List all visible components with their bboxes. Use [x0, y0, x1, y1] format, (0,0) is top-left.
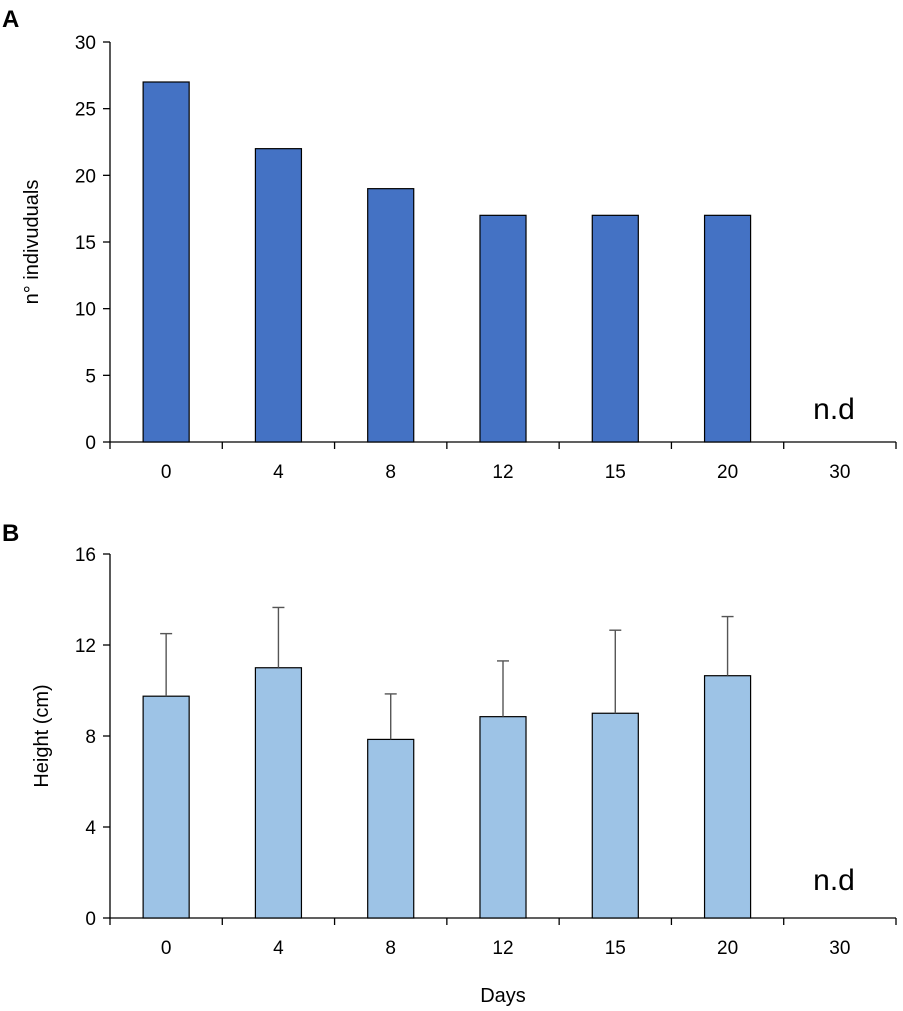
y-axis-title: Height (cm): [31, 684, 53, 787]
panel-letter: B: [2, 520, 19, 547]
bar: [703, 675, 752, 919]
bar: [142, 695, 190, 919]
y-tick-label: 12: [75, 636, 96, 657]
panel-letter: A: [2, 6, 19, 33]
x-tick-label: 20: [717, 462, 738, 483]
y-tick-label: 30: [75, 33, 96, 54]
bar: [591, 712, 639, 919]
x-tick-label: 0: [161, 462, 172, 483]
x-tick-label: 30: [829, 462, 850, 483]
bar: [367, 738, 415, 919]
y-tick-label: 0: [85, 909, 96, 930]
y-tick-label: 20: [75, 166, 96, 187]
x-tick-label: 4: [273, 938, 284, 959]
panel-a-chart: A 0 5 10 15 20 25 30 0 4 8 12 15 20 30 n.d n° indivudual…: [2, 6, 897, 483]
x-tick-label: 12: [492, 938, 513, 959]
y-tick-label: 16: [75, 545, 96, 566]
y-axis-title: n° indivuduals: [21, 180, 43, 305]
y-tick-label: 0: [85, 433, 96, 454]
x-tick-label: 8: [385, 462, 396, 483]
y-tick-label: 8: [85, 727, 96, 748]
y-tick-label: 5: [85, 366, 96, 387]
bar: [254, 667, 303, 919]
bar: [142, 81, 190, 443]
x-tick-label: 4: [273, 462, 284, 483]
y-tick-label: 15: [75, 233, 96, 254]
bar: [591, 214, 639, 443]
y-tick-label: 10: [75, 300, 96, 321]
bar: [254, 148, 303, 443]
x-axis-title: Days: [480, 985, 526, 1007]
y-tick-label: 4: [85, 818, 96, 839]
x-tick-label: 12: [492, 462, 513, 483]
nd-annotation: n.d: [813, 393, 855, 426]
x-tick-label: 15: [605, 462, 626, 483]
x-tick-label: 20: [717, 938, 738, 959]
bar: [367, 188, 415, 443]
bar: [703, 214, 752, 443]
x-tick-label: 15: [605, 938, 626, 959]
panel-b-chart: B 0 4 8 12 16 0 4 8 12 15 20 30 n.d Height (cm) Days: [2, 520, 897, 1007]
x-tick-label: 0: [161, 938, 172, 959]
x-tick-label: 8: [385, 938, 396, 959]
bar: [479, 214, 527, 443]
bar: [479, 716, 527, 919]
y-tick-label: 25: [75, 100, 96, 121]
nd-annotation: n.d: [813, 864, 855, 897]
x-tick-label: 30: [829, 938, 850, 959]
